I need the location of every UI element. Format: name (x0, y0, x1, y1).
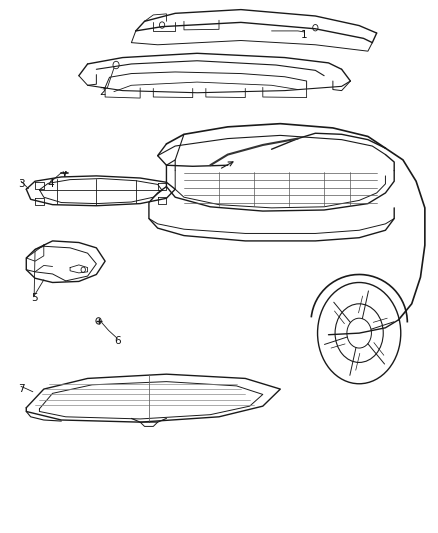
Text: 4: 4 (47, 179, 54, 189)
Text: 6: 6 (114, 336, 121, 346)
Text: 2: 2 (99, 87, 106, 96)
Text: 7: 7 (18, 384, 25, 394)
Text: 5: 5 (31, 294, 38, 303)
Text: 3: 3 (18, 179, 25, 189)
Text: 1: 1 (301, 30, 308, 39)
